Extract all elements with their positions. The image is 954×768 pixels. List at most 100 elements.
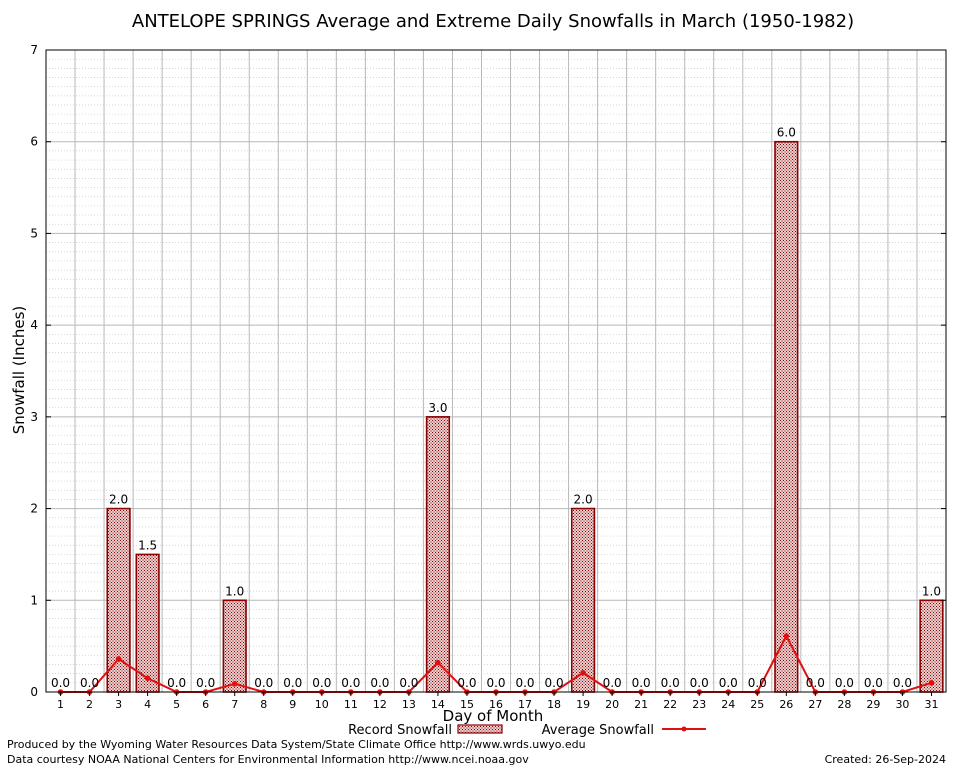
x-tick-label: 19 — [576, 698, 590, 711]
x-tick-label: 11 — [344, 698, 358, 711]
data-label-day-13: 0.0 — [399, 676, 418, 690]
x-tick-label: 1 — [57, 698, 64, 711]
data-label-day-3: 2.0 — [109, 493, 128, 507]
x-tick-label: 13 — [402, 698, 416, 711]
y-tick-label: 2 — [30, 502, 38, 516]
data-label-day-12: 0.0 — [370, 676, 389, 690]
data-label-day-1: 0.0 — [51, 676, 70, 690]
y-tick-label: 0 — [30, 685, 38, 699]
x-tick-label: 18 — [547, 698, 561, 711]
data-label-day-5: 0.0 — [167, 676, 186, 690]
data-label-day-19: 2.0 — [574, 493, 593, 507]
x-tick-label: 4 — [144, 698, 151, 711]
data-label-day-26: 6.0 — [777, 126, 796, 140]
data-label-day-27: 0.0 — [806, 676, 825, 690]
legend-record-swatch — [457, 724, 503, 734]
x-tick-label: 14 — [431, 698, 445, 711]
average-point-day-3 — [115, 656, 122, 662]
x-tick-label: 6 — [202, 698, 209, 711]
x-tick-label: 22 — [663, 698, 677, 711]
data-label-day-18: 0.0 — [545, 676, 564, 690]
data-label-day-9: 0.0 — [283, 676, 302, 690]
data-label-day-30: 0.0 — [893, 676, 912, 690]
y-tick-label: 4 — [30, 318, 38, 332]
average-point-day-14 — [435, 659, 441, 666]
x-axis-label: Day of Month — [443, 707, 544, 725]
x-tick-label: 31 — [924, 698, 938, 711]
average-point-day-7 — [231, 680, 238, 687]
footer-produced-by: Produced by the Wyoming Water Resources … — [7, 738, 586, 751]
average-point-day-31 — [928, 680, 935, 686]
legend: Record Snowfall Average Snowfall — [348, 723, 706, 738]
x-tick-label: 17 — [518, 698, 532, 711]
data-label-day-25: 0.0 — [748, 676, 767, 690]
x-tick-label: 7 — [231, 698, 238, 711]
x-tick-label: 27 — [808, 698, 822, 711]
x-tick-label: 20 — [605, 698, 619, 711]
x-tick-label: 9 — [289, 698, 296, 711]
footer-created-date: Created: 26-Sep-2024 — [824, 753, 946, 766]
data-label-day-11: 0.0 — [341, 676, 360, 690]
x-tick-label: 15 — [460, 698, 474, 711]
data-label-day-4: 1.5 — [138, 538, 157, 552]
y-tick-label: 3 — [30, 410, 38, 424]
data-label-day-14: 3.0 — [428, 401, 447, 415]
x-tick-label: 29 — [866, 698, 880, 711]
data-label-day-6: 0.0 — [196, 676, 215, 690]
chart-title: ANTELOPE SPRINGS Average and Extreme Dai… — [132, 11, 854, 32]
x-tick-label: 16 — [489, 698, 503, 711]
data-label-day-28: 0.0 — [835, 676, 854, 690]
data-label-day-10: 0.0 — [312, 676, 331, 690]
x-tick-label: 25 — [750, 698, 764, 711]
bar-day-31 — [919, 599, 944, 693]
y-tick-label: 7 — [30, 43, 38, 57]
data-label-day-2: 0.0 — [80, 676, 99, 690]
data-label-day-21: 0.0 — [632, 676, 651, 690]
data-label-day-22: 0.0 — [661, 676, 680, 690]
x-tick-label: 5 — [173, 698, 180, 711]
bars-layer — [106, 140, 944, 693]
y-tick-label: 6 — [30, 135, 38, 149]
footer-data-courtesy: Data courtesy NOAA National Centers for … — [7, 753, 529, 766]
data-label-day-17: 0.0 — [515, 676, 534, 690]
y-tick-label: 1 — [30, 593, 38, 607]
data-labels-layer: 0.0 0.0 2.0 1.5 0.0 0.0 1.0 0.0 0.0 0.0 0.0 0.0 0.0 3… — [51, 126, 941, 690]
bar-day-26 — [774, 140, 799, 693]
data-label-day-8: 0.0 — [254, 676, 273, 690]
average-point-day-4 — [144, 675, 151, 682]
data-label-day-23: 0.0 — [690, 676, 709, 690]
x-tick-label: 3 — [115, 698, 122, 711]
x-tick-label: 21 — [634, 698, 648, 711]
y-axis-label: Snowfall (Inches) — [10, 306, 28, 434]
x-tick-label: 8 — [260, 698, 267, 711]
x-tick-label: 26 — [779, 698, 793, 711]
data-label-day-24: 0.0 — [719, 676, 738, 690]
legend-average-marker — [681, 726, 687, 732]
x-tick-label: 30 — [895, 698, 909, 711]
grid-layer — [46, 49, 946, 693]
x-tick-label: 23 — [692, 698, 706, 711]
average-point-day-19 — [580, 669, 586, 676]
x-tick-label: 28 — [837, 698, 851, 711]
y-tick-label: 5 — [30, 226, 38, 240]
x-tick-label: 24 — [721, 698, 735, 711]
bar-day-7 — [222, 599, 247, 693]
legend-record-label: Record Snowfall — [348, 723, 452, 738]
x-tick-label: 12 — [373, 698, 387, 711]
data-label-day-31: 1.0 — [922, 584, 941, 598]
data-label-day-16: 0.0 — [486, 676, 505, 690]
legend-average-label: Average Snowfall — [542, 723, 654, 738]
x-tick-label: 2 — [86, 698, 93, 711]
data-label-day-15: 0.0 — [457, 676, 476, 690]
x-tick-label: 10 — [315, 698, 329, 711]
data-label-day-7: 1.0 — [225, 584, 244, 598]
bar-day-14 — [425, 416, 451, 693]
bar-day-4 — [135, 553, 160, 693]
data-label-day-20: 0.0 — [603, 676, 622, 690]
data-label-day-29: 0.0 — [864, 676, 883, 690]
bar-day-19 — [570, 507, 596, 693]
average-point-day-26 — [783, 633, 790, 639]
